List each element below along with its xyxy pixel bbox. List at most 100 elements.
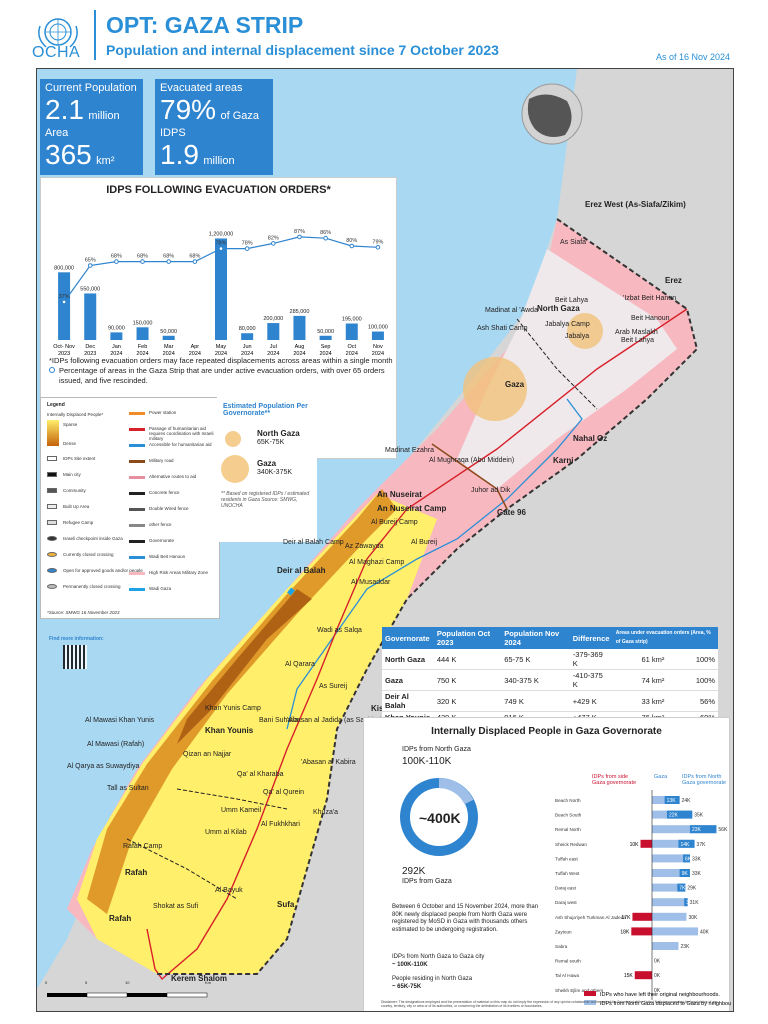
evacuated-value: 79% <box>160 94 217 125</box>
north-gaza-area <box>457 249 677 489</box>
idp-text-2: IDPs from North Gaza to Gaza city <box>392 954 485 960</box>
legend-swatch-1 <box>47 472 57 477</box>
line-point-5 <box>192 259 198 264</box>
nbhd-north-bar-8 <box>652 912 687 921</box>
line-label-11: 80% <box>346 238 357 244</box>
place-label-al-mawasi-rafah: Al Mawasi (Rafah) <box>87 741 145 748</box>
line-label-10: 86% <box>320 230 331 236</box>
table-cell: North Gaza <box>382 649 434 670</box>
idp-density-zone <box>77 494 437 974</box>
nbhd-label-7: Daraj west <box>555 900 577 905</box>
xtick-year-0: 2023 <box>58 351 70 357</box>
xtick-year-6: 2024 <box>215 351 227 357</box>
nbhd-label-11: Remal south <box>555 959 581 964</box>
table-cell: 74 km² <box>612 669 668 691</box>
line-label-4: 68% <box>163 254 174 260</box>
place-label-north-gaza: North Gaza <box>537 304 580 313</box>
un-emblem-icon <box>38 18 78 48</box>
bar-label-11: 195,000 <box>342 317 362 323</box>
est-note: ** Based on registered IDPs / estimated … <box>221 491 310 509</box>
legend-right-item-4: Alternative routes to aid <box>149 474 197 479</box>
xtick-month-11: Oct <box>347 344 356 350</box>
org-logo-text: OCHA <box>32 44 81 61</box>
xtick-month-4: Mar <box>164 344 174 350</box>
place-label-khuza: Khuza'a <box>313 809 339 816</box>
place-label-al-mughraqa: Al Mughraqa (Abu Middein) <box>429 457 515 464</box>
legend-right-swatch-9 <box>129 556 145 559</box>
legend-right-item-3: Military road <box>149 458 174 463</box>
table-row: North Gaza 444 K 65-75 K -379-369 K 61 km² 10… <box>382 649 718 670</box>
chart-note-2-icon <box>49 367 55 373</box>
qr-code-icon[interactable] <box>63 645 87 669</box>
nbhd-gaza-bar-0 <box>664 796 680 804</box>
nbhd-label-4: Tuffah east <box>555 856 578 861</box>
nbhd-north-label-2: 56K <box>718 827 728 833</box>
xtick-year-10: 2024 <box>319 351 331 357</box>
place-label-rafah: Rafah <box>125 868 148 877</box>
legend-right-item-8: Governorate <box>149 538 175 543</box>
place-label-an-nuseirat-camp: An Nuseirat Camp <box>377 504 447 513</box>
line-point-10 <box>323 235 328 241</box>
legend-sparse: Sparse <box>63 422 78 427</box>
xtick-month-10: Sep <box>321 344 331 350</box>
line-label-6: 78% <box>215 241 226 247</box>
page-subtitle: Population and internal displacement sin… <box>106 42 499 58</box>
bar-label-2: 90,000 <box>108 325 125 331</box>
table-cell: 56% <box>667 690 718 712</box>
nbhd-left-bar-3 <box>640 839 652 848</box>
bar-label-6: 1,200,000 <box>209 231 233 237</box>
place-label-umm-kameil: Umm Kameil <box>221 807 262 814</box>
legend-source: *Source: SMWG 16 November 2023 <box>47 610 120 615</box>
nbhd-north-bar-2 <box>652 825 717 834</box>
xtick-year-5: 2024 <box>189 351 201 357</box>
place-label-beit-hanoun: Beit Hanoun <box>631 315 670 322</box>
xtick-month-5: Apr <box>191 344 200 350</box>
governorate-boundary <box>126 318 598 900</box>
place-label-khan-younis: Khan Younis <box>205 726 254 735</box>
xtick-month-2: Jan <box>112 344 121 350</box>
nbhd-label-0: Beach North <box>555 798 581 803</box>
place-label-jabalya-camp: Jabalya Camp <box>545 321 590 328</box>
legend-swatch-3 <box>47 504 57 509</box>
table-row: Gaza 750 K 340-375 K -410-375 K 74 km² 100% <box>382 669 718 691</box>
estimated-population-panel: Estimated Population Per Governorate** N… <box>217 397 317 542</box>
nbhd-north-bar-10 <box>652 942 679 950</box>
bar-9 <box>293 315 306 340</box>
nbhd-label-8: Ash Shuja'iyeh Turkman Al Jadeda <box>555 915 626 920</box>
table-cell: 61 km² <box>612 649 668 670</box>
nbhd-gaza-label-3: 14K <box>680 842 690 848</box>
nbhd-north-label-8: 30K <box>689 915 699 921</box>
legend-swatch-6 <box>47 552 57 557</box>
place-label-al-fukhkhari: Al Fukhkhari <box>261 821 300 828</box>
nbhd-gaza-label-2: 23K <box>692 827 702 833</box>
nbhd-gaza-label-0: 13K <box>667 798 677 804</box>
nbhd-legend-north: IDPs from North Gaza displaced to Gaza b… <box>600 1001 731 1007</box>
place-label-izbet: 'Izbat Beit Hanun <box>623 295 677 302</box>
header-divider <box>94 10 96 60</box>
bar-label-8: 200,000 <box>263 316 283 322</box>
chart-note-2: Percentage of areas in the Gaza Strip th… <box>49 366 394 386</box>
place-label-abasan-jadida: 'Abasan al Jadida (as Saghira) <box>287 717 383 724</box>
place-label-juhor: Juhor ad Dik <box>471 487 511 494</box>
place-label-as-sureij: As Sureij <box>319 683 348 690</box>
line-label-7: 78% <box>242 241 253 247</box>
legend-right-item-6: Double Wired fence <box>149 506 189 511</box>
chart-title: IDPS FOLLOWING EVACUATION ORDERS* <box>106 184 331 196</box>
bar-label-12: 100,000 <box>368 325 388 331</box>
legend-right-swatch-8 <box>129 540 145 543</box>
bar-label-9: 285,000 <box>290 309 310 315</box>
donut-center-value: ~400K <box>419 810 461 826</box>
xtick-month-6: May <box>216 344 227 350</box>
bar-1 <box>84 293 97 340</box>
area-value: 365 <box>45 139 92 170</box>
nbhd-north-label-9: 40K <box>700 929 710 935</box>
legend-swatch-0 <box>47 456 57 461</box>
place-label-al-musaddar: Al Musaddar <box>351 579 391 586</box>
place-label-ash-shati: Ash Shati Camp <box>477 325 528 332</box>
col-gaza-header: Gaza <box>654 774 668 780</box>
place-label-al-bureij: Al Bureij Camp <box>371 519 418 526</box>
table-cell: 65-75 K <box>501 649 570 670</box>
table-row: Deir Al Balah 320 K 749 K +429 K 33 km² 56% <box>382 690 718 712</box>
line-point-7 <box>244 246 250 251</box>
